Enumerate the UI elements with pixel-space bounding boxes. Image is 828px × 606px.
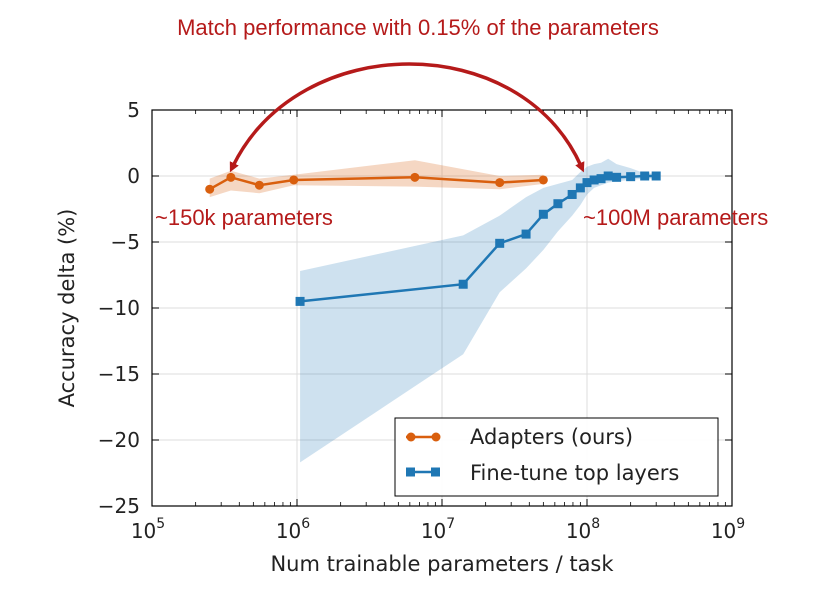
x-tick-label: 107 bbox=[421, 516, 455, 543]
point-0 bbox=[226, 172, 236, 182]
point-1 bbox=[575, 183, 585, 193]
point-0 bbox=[205, 184, 215, 194]
point-1 bbox=[495, 238, 505, 248]
point-0 bbox=[495, 178, 505, 188]
point-0 bbox=[410, 172, 420, 182]
legend-marker-finetune bbox=[406, 467, 415, 477]
point-0 bbox=[538, 175, 548, 185]
legend-label-finetune: Fine-tune top layers bbox=[470, 461, 679, 485]
legend-marker-finetune-end bbox=[431, 467, 440, 477]
annotation-right-label: ~100M parameters bbox=[583, 205, 768, 230]
point-1 bbox=[603, 171, 613, 181]
annotation-headline: Match performance with 0.15% of the para… bbox=[177, 15, 659, 40]
y-tick-label: −5 bbox=[111, 230, 140, 254]
point-0 bbox=[289, 175, 299, 185]
series-markers bbox=[205, 171, 661, 306]
legend-box bbox=[394, 417, 719, 497]
y-axis-label: Accuracy delta (%) bbox=[55, 209, 79, 408]
band-1 bbox=[300, 158, 657, 463]
x-tick-label: 106 bbox=[276, 516, 310, 543]
point-1 bbox=[538, 209, 548, 219]
legend-marker-adapters-end bbox=[431, 432, 441, 442]
grid-lines bbox=[152, 110, 732, 506]
y-tick-label: −25 bbox=[98, 494, 140, 518]
point-1 bbox=[626, 172, 636, 182]
point-1 bbox=[640, 171, 650, 181]
point-1 bbox=[553, 199, 563, 209]
x-tick-label: 108 bbox=[566, 516, 600, 543]
y-tick-label: 5 bbox=[127, 98, 140, 122]
point-1 bbox=[582, 178, 592, 188]
x-tick-label: 105 bbox=[131, 516, 165, 543]
axis-ticks: 105 106 107 108 109 5 0 −5 −10 −15 −20 −25 bbox=[98, 98, 745, 543]
point-1 bbox=[589, 175, 599, 185]
point-1 bbox=[651, 171, 661, 181]
legend-label-adapters: Adapters (ours) bbox=[470, 425, 633, 449]
x-axis-label: Num trainable parameters / task bbox=[270, 552, 614, 576]
y-tick-label: −20 bbox=[98, 428, 140, 452]
point-1 bbox=[567, 189, 577, 199]
x-tick-label: 109 bbox=[711, 516, 745, 543]
y-tick-label: −15 bbox=[98, 362, 140, 386]
annotation-left-label: ~150k parameters bbox=[155, 205, 333, 230]
point-1 bbox=[295, 296, 305, 306]
point-1 bbox=[596, 174, 606, 184]
y-tick-label: 0 bbox=[127, 164, 140, 188]
annotation-arrow bbox=[229, 62, 585, 173]
point-1 bbox=[612, 172, 622, 182]
point-1 bbox=[521, 229, 531, 239]
point-0 bbox=[254, 180, 264, 190]
point-1 bbox=[458, 279, 468, 289]
legend: Adapters (ours) Fine-tune top layers bbox=[394, 417, 719, 497]
legend-marker-adapters bbox=[406, 432, 416, 442]
y-tick-label: −10 bbox=[98, 296, 140, 320]
